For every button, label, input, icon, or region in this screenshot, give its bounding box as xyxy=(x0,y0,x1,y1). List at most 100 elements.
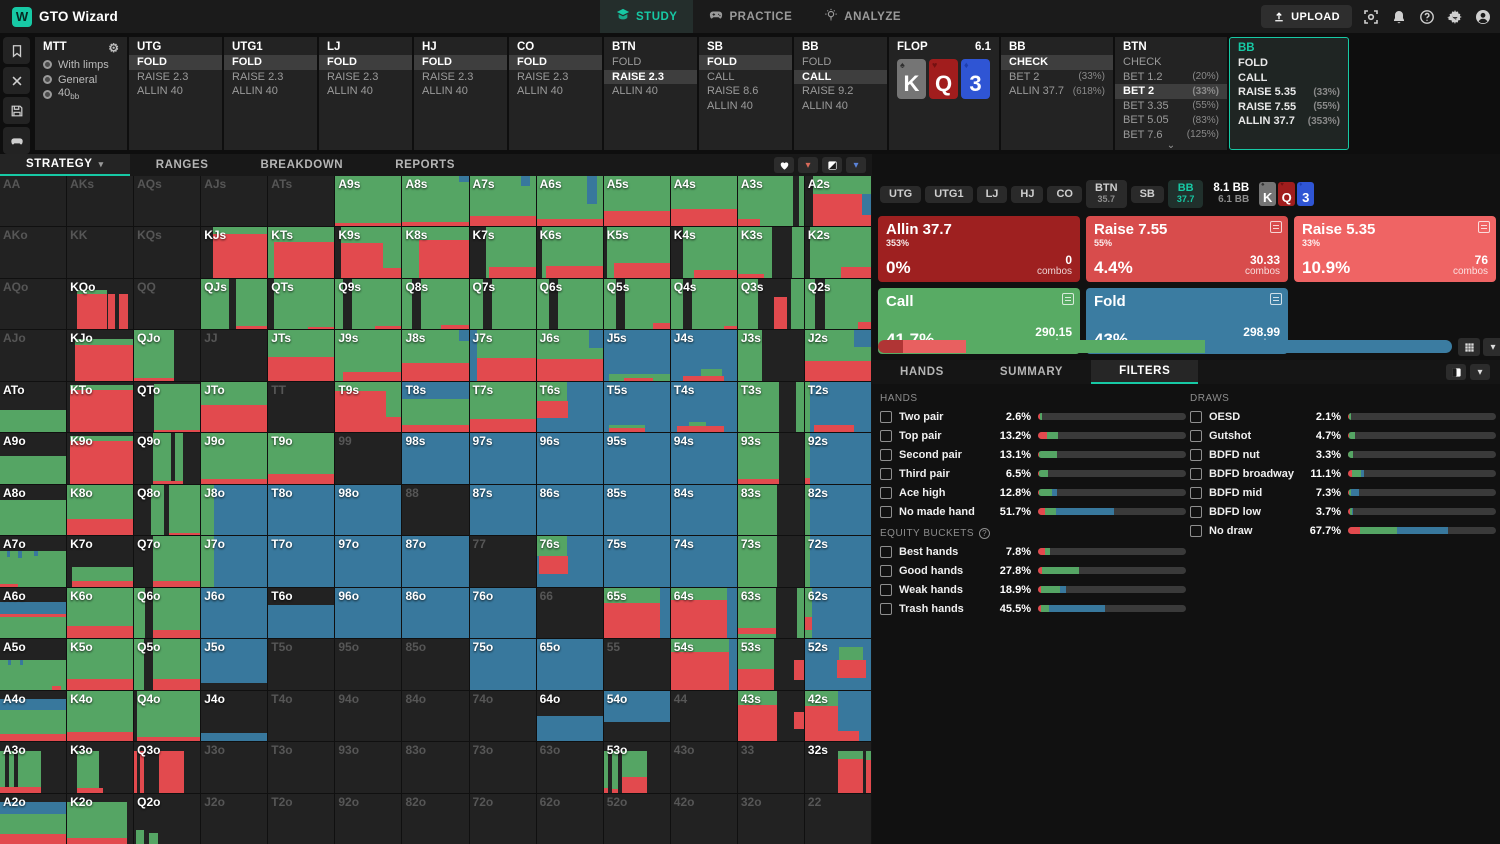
hand-cell-KTs[interactable]: KTs xyxy=(268,227,335,278)
hand-cell-84s[interactable]: 84s xyxy=(670,484,737,536)
action-option[interactable]: FOLD xyxy=(509,55,602,70)
hand-cell-76s[interactable]: 76s xyxy=(536,536,603,587)
account-icon[interactable] xyxy=(1474,8,1492,26)
action-option[interactable]: ALLIN 40 xyxy=(422,85,468,98)
hand-cell-JTs[interactable]: JTs xyxy=(268,330,335,381)
hand-cell-62s[interactable]: 62s xyxy=(804,587,871,639)
action-option[interactable]: RAISE 2.3 xyxy=(604,69,697,84)
action-option[interactable]: CALL xyxy=(1238,71,1268,84)
display-mode-icon[interactable] xyxy=(822,157,842,173)
hand-cell-J2o[interactable]: J2o xyxy=(201,793,268,844)
hand-cell-55[interactable]: 55 xyxy=(603,639,670,690)
action-box-raise-7-55[interactable]: Raise 7.55 55% 4.4% 30.33 combos xyxy=(1086,216,1288,282)
hand-cell-J9s[interactable]: J9s xyxy=(335,330,402,381)
grid-view-icon[interactable] xyxy=(1458,338,1480,356)
filter-checkbox[interactable] xyxy=(1190,448,1202,461)
hand-cell-T2s[interactable]: T2s xyxy=(804,381,871,433)
filter-checkbox[interactable] xyxy=(1190,505,1202,518)
hand-cell-K5o[interactable]: K5o xyxy=(67,639,134,690)
hand-cell-62o[interactable]: 62o xyxy=(536,793,603,844)
hand-cell-92s[interactable]: 92s xyxy=(804,433,871,484)
hand-cell-42o[interactable]: 42o xyxy=(670,793,737,844)
panel-tab-hj[interactable]: HJ xyxy=(1011,185,1044,203)
action-option[interactable]: ALLIN 40 xyxy=(707,99,753,112)
action-option[interactable]: BET 3.35 (55%) xyxy=(1123,99,1219,112)
tab-hands[interactable]: HANDS xyxy=(900,366,944,378)
hand-cell-33[interactable]: 33 xyxy=(737,742,804,793)
hand-cell-94o[interactable]: 94o xyxy=(335,690,402,742)
action-option[interactable]: ALLIN 40 xyxy=(802,99,848,112)
hand-cell-QQ[interactable]: QQ xyxy=(134,278,201,330)
filter-checkbox[interactable] xyxy=(880,583,892,596)
panel-tab-utg[interactable]: UTG xyxy=(880,185,922,203)
hand-cell-QJs[interactable]: QJs xyxy=(201,278,268,330)
hand-cell-22[interactable]: 22 xyxy=(804,793,871,844)
suit-filter-caret[interactable]: ▾ xyxy=(798,157,818,173)
hand-cell-K2s[interactable]: K2s xyxy=(804,227,871,278)
nav-tab-analyze[interactable]: ANALYZE xyxy=(808,0,917,33)
save-icon[interactable] xyxy=(3,97,30,124)
hand-cell-97o[interactable]: 97o xyxy=(335,536,402,587)
action-option[interactable]: ALLIN 37.7 (618%) xyxy=(1009,85,1105,98)
hand-cell-Q5s[interactable]: Q5s xyxy=(603,278,670,330)
action-option[interactable]: RAISE 7.55 (55%) xyxy=(1238,100,1340,113)
hand-cell-Q3s[interactable]: Q3s xyxy=(737,278,804,330)
hand-cell-A7s[interactable]: A7s xyxy=(469,176,536,227)
filter-checkbox[interactable] xyxy=(880,410,892,423)
hand-cell-Q9o[interactable]: Q9o xyxy=(134,433,201,484)
action-option[interactable]: RAISE 2.3 xyxy=(517,70,569,83)
hand-cell-Q6o[interactable]: Q6o xyxy=(134,587,201,639)
hand-cell-J7o[interactable]: J7o xyxy=(201,536,268,587)
hand-cell-J5s[interactable]: J5s xyxy=(603,330,670,381)
tab-strategy[interactable]: STRATEGY ▾ xyxy=(0,154,130,176)
hand-cell-T6o[interactable]: T6o xyxy=(268,587,335,639)
action-option[interactable]: ALLIN 40 xyxy=(612,85,658,98)
hand-cell-97s[interactable]: 97s xyxy=(469,433,536,484)
hand-cell-43s[interactable]: 43s xyxy=(737,690,804,742)
hand-cell-86s[interactable]: 86s xyxy=(536,484,603,536)
bookmark-icon[interactable] xyxy=(3,37,30,64)
action-option[interactable]: RAISE 2.3 xyxy=(232,70,284,83)
note-icon[interactable] xyxy=(1270,221,1282,233)
hand-cell-A4o[interactable]: A4o xyxy=(0,690,67,742)
hand-cell-A6s[interactable]: A6s xyxy=(536,176,603,227)
hand-cell-K8s[interactable]: K8s xyxy=(402,227,469,278)
hand-cell-63s[interactable]: 63s xyxy=(737,587,804,639)
hand-cell-J8o[interactable]: J8o xyxy=(201,484,268,536)
tab-summary[interactable]: SUMMARY xyxy=(999,366,1064,378)
hand-cell-74s[interactable]: 74s xyxy=(670,536,737,587)
hand-cell-73s[interactable]: 73s xyxy=(737,536,804,587)
hand-cell-83o[interactable]: 83o xyxy=(402,742,469,793)
hand-cell-A8s[interactable]: A8s xyxy=(402,176,469,227)
action-option[interactable]: ALLIN 40 xyxy=(137,85,183,98)
close-icon[interactable] xyxy=(3,67,30,94)
hand-cell-Q9s[interactable]: Q9s xyxy=(335,278,402,330)
hand-cell-T4s[interactable]: T4s xyxy=(670,381,737,433)
hand-cell-J2s[interactable]: J2s xyxy=(804,330,871,381)
filter-checkbox[interactable] xyxy=(880,448,892,461)
hand-cell-Q2s[interactable]: Q2s xyxy=(804,278,871,330)
panel-tab-lj[interactable]: LJ xyxy=(976,185,1008,203)
hand-cell-Q4s[interactable]: Q4s xyxy=(670,278,737,330)
hand-cell-A9s[interactable]: A9s xyxy=(335,176,402,227)
hand-cell-32s[interactable]: 32s xyxy=(804,742,871,793)
action-option[interactable]: CHECK xyxy=(1123,56,1162,69)
hand-cell-53o[interactable]: 53o xyxy=(603,742,670,793)
action-option[interactable]: RAISE 5.35 (33%) xyxy=(1238,86,1340,99)
hand-cell-85o[interactable]: 85o xyxy=(402,639,469,690)
hand-cell-T3o[interactable]: T3o xyxy=(268,742,335,793)
hand-cell-J6o[interactable]: J6o xyxy=(201,587,268,639)
tab-filters[interactable]: FILTERS xyxy=(1091,360,1199,384)
action-box-allin-37-7[interactable]: Allin 37.7 353% 0% 0 combos xyxy=(878,216,1080,282)
help-circle-icon[interactable]: ? xyxy=(979,528,991,539)
action-option[interactable]: ALLIN 40 xyxy=(517,85,563,98)
panel-tab-utg1[interactable]: UTG1 xyxy=(925,185,973,203)
panel-tab-co[interactable]: CO xyxy=(1047,185,1082,203)
action-option[interactable]: CHECK xyxy=(1001,55,1113,70)
layout-icon[interactable] xyxy=(1446,364,1466,380)
hand-cell-J6s[interactable]: J6s xyxy=(536,330,603,381)
action-option[interactable]: RAISE 2.3 xyxy=(137,70,189,83)
hand-cell-A5o[interactable]: A5o xyxy=(0,639,67,690)
hand-cell-54o[interactable]: 54o xyxy=(603,690,670,742)
action-box-raise-5-35[interactable]: Raise 5.35 33% 10.9% 76 combos xyxy=(1294,216,1496,282)
